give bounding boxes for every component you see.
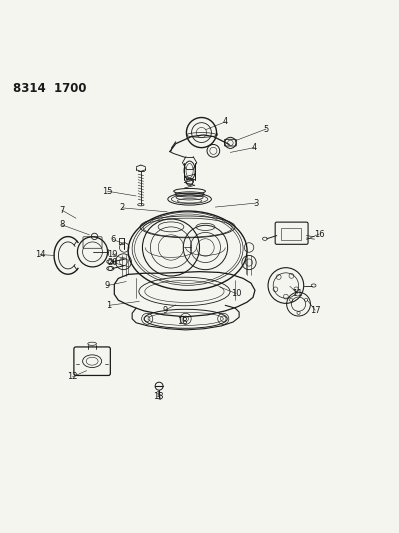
Text: 4: 4 [223, 117, 228, 126]
Text: 17: 17 [310, 305, 320, 314]
Text: 5: 5 [263, 125, 269, 133]
Text: 15: 15 [102, 187, 113, 196]
Text: 13: 13 [153, 392, 164, 401]
Text: 8: 8 [59, 221, 65, 229]
Text: 20: 20 [107, 258, 118, 267]
Text: 6: 6 [111, 235, 116, 244]
Text: 18: 18 [178, 317, 188, 326]
Text: 12: 12 [67, 372, 78, 381]
Text: 1: 1 [107, 301, 112, 310]
Text: 19: 19 [107, 250, 118, 259]
Text: 3: 3 [253, 199, 259, 208]
Text: 4: 4 [251, 143, 257, 152]
Text: 9: 9 [162, 305, 168, 314]
Text: 14: 14 [35, 250, 45, 259]
Text: 2: 2 [120, 204, 125, 212]
Text: 10: 10 [231, 289, 241, 298]
Bar [281, 228, 300, 240]
Text: 7: 7 [59, 206, 65, 215]
Text: 8314  1700: 8314 1700 [13, 82, 87, 95]
Text: 11: 11 [292, 289, 303, 298]
Text: 16: 16 [314, 230, 324, 238]
Text: 9: 9 [105, 281, 110, 290]
